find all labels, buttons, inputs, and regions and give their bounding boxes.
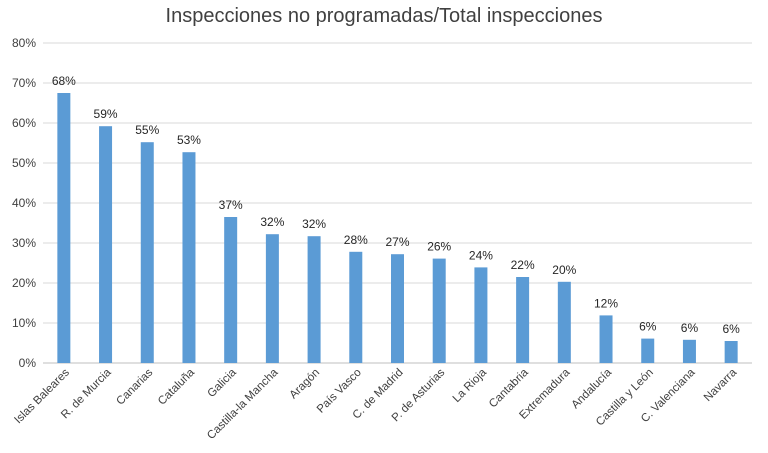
data-label: 55% [135, 123, 159, 137]
x-tick-label: Aragón [287, 367, 322, 402]
bar [307, 236, 321, 363]
y-tick-label: 0% [19, 356, 37, 370]
y-tick-label: 20% [12, 276, 36, 290]
x-tick-label: Canarias [114, 366, 155, 407]
bar [349, 251, 363, 363]
y-tick-label: 50% [12, 156, 36, 170]
data-label: 32% [302, 217, 326, 231]
data-label: 59% [94, 107, 118, 121]
y-tick-label: 30% [12, 236, 36, 250]
bars [57, 93, 738, 363]
chart-title: Inspecciones no programadas/Total inspec… [166, 5, 603, 27]
data-label: 27% [385, 235, 409, 249]
bar [724, 341, 738, 363]
bar [391, 254, 404, 363]
x-tick-label: Andalucía [569, 366, 614, 411]
bar [474, 267, 488, 363]
bar [599, 315, 613, 363]
data-labels: 68% 59% 55% 53% 37% 32% 32% 28% 27% 26% 24% 22% 20% 1… [52, 74, 740, 336]
data-label: 6% [681, 321, 699, 335]
bar [682, 339, 696, 363]
x-tick-label: La Rioja [451, 366, 490, 405]
bar [224, 217, 238, 363]
y-tick-label: 10% [12, 316, 36, 330]
bar [557, 281, 571, 363]
data-label: 37% [219, 198, 243, 212]
y-tick-label: 60% [12, 116, 36, 130]
y-tick-label: 80% [12, 36, 36, 50]
bar [432, 258, 446, 363]
bar [516, 277, 530, 363]
x-tick-label: Navarra [702, 366, 740, 404]
bar [265, 234, 279, 363]
data-label: 53% [177, 133, 201, 147]
data-label: 12% [594, 296, 618, 310]
y-axis: 0% 10% 20% 30% 40% 50% 60% 70% 80% [12, 36, 36, 370]
data-label: 22% [511, 258, 535, 272]
x-tick-label: Castilla-la Mancha [205, 366, 281, 442]
data-label: 20% [552, 263, 576, 277]
data-label: 32% [260, 215, 284, 229]
y-tick-label: 70% [12, 76, 36, 90]
data-label: 6% [639, 320, 657, 334]
x-tick-label: Cataluña [156, 366, 197, 407]
y-tick-label: 40% [12, 196, 36, 210]
data-label: 26% [427, 240, 451, 254]
bar [140, 142, 154, 363]
bar [57, 93, 71, 363]
x-tick-label: Cantabria [487, 366, 531, 410]
data-label: 6% [722, 322, 740, 336]
bar [182, 152, 196, 363]
bar [99, 126, 113, 363]
data-label: 68% [52, 74, 76, 88]
gridlines [43, 42, 752, 364]
bar [641, 338, 655, 363]
data-label: 28% [344, 233, 368, 247]
x-tick-label: Galicia [205, 366, 239, 400]
data-label: 24% [469, 248, 493, 262]
